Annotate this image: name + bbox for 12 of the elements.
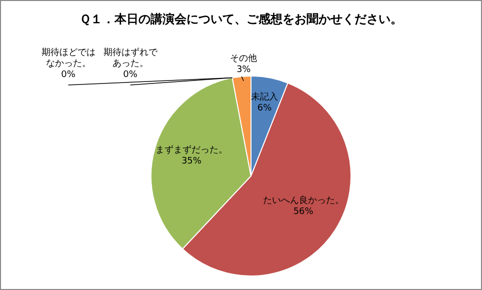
slice-label: その他: [230, 53, 258, 64]
chart-title: Ｑ１．本日の講演会について、ご感想をお聞かせください。: [78, 11, 404, 28]
slice-label: たいへん良かった。: [262, 195, 344, 206]
data-label: 56%: [293, 207, 314, 218]
category-label: 期待ほどではなかった。: [41, 48, 96, 69]
data-label: 3%: [236, 65, 252, 75]
slice-label: まずまずだった。: [155, 144, 228, 156]
category-label: 期待はずれであった。: [103, 48, 158, 69]
data-label: 35%: [181, 156, 202, 167]
text: 0%: [61, 70, 76, 80]
text: 0%: [123, 70, 138, 80]
data-label: 6%: [257, 103, 272, 114]
